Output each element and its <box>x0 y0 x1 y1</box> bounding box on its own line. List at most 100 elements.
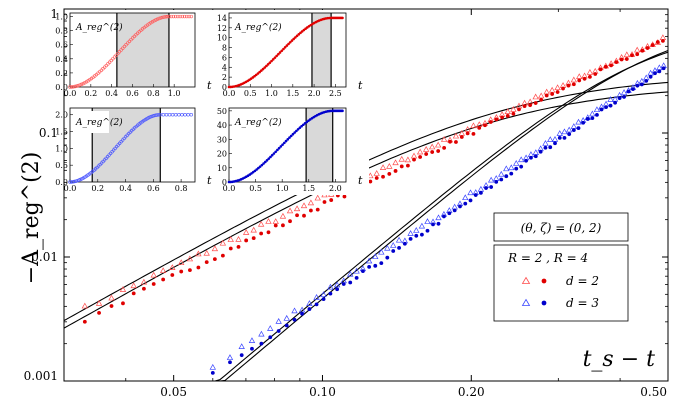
inset-data-point <box>159 16 163 20</box>
data-point-triangle <box>211 245 219 252</box>
data-point-circle <box>292 317 297 322</box>
data-point-circle <box>538 149 543 154</box>
data-point-triangle <box>327 283 334 290</box>
inset-x-tick-label: 0.5 <box>249 184 262 193</box>
inset-x-axis-label: t <box>358 174 363 187</box>
data-point-triangle <box>291 307 298 314</box>
data-point-circle <box>577 78 582 83</box>
data-point-triangle <box>313 293 320 300</box>
data-point-circle <box>412 157 416 162</box>
inset-x-tick-label: 1.5 <box>302 184 315 193</box>
data-point-circle <box>648 74 653 79</box>
data-point-circle <box>465 131 470 136</box>
inset-data-point <box>265 64 268 68</box>
data-point-circle <box>477 125 482 130</box>
inset-data-point <box>294 36 297 39</box>
inset-data-point <box>171 14 176 19</box>
inset-x-axis-label: t <box>358 79 363 92</box>
data-point-circle <box>661 38 665 43</box>
data-point-circle <box>300 311 304 316</box>
inset-y-tick-label: 0.8 <box>55 27 68 36</box>
data-point-triangle <box>248 337 256 343</box>
data-point-circle <box>650 43 655 47</box>
inset-y-tick-label: 20 <box>217 150 227 159</box>
inset-data-point <box>79 82 84 87</box>
data-point-circle <box>121 301 125 306</box>
inset-data-point <box>182 14 187 19</box>
legend-triangle-marker <box>521 276 531 284</box>
inset-data-point <box>275 54 278 58</box>
data-point-circle <box>635 52 640 57</box>
inset-data-point <box>255 168 258 171</box>
plot-frame <box>63 8 669 382</box>
inset-x-tick-label: 0.2 <box>91 184 104 193</box>
data-point-triangle <box>462 194 469 201</box>
inset-x-tick-label: 2.5 <box>329 89 342 98</box>
inset-data-point <box>81 81 85 86</box>
data-point-circle <box>550 92 555 96</box>
data-point-triangle <box>634 46 641 53</box>
data-point-triangle <box>547 136 554 143</box>
data-point-triangle <box>238 343 245 349</box>
data-point-circle <box>639 82 644 87</box>
inset-data-point <box>262 162 265 165</box>
inset-data-point <box>273 56 277 59</box>
inset-data-point <box>157 113 161 117</box>
inset-data-point <box>261 67 265 71</box>
data-point-triangle <box>570 76 578 83</box>
data-point-triangle <box>372 253 379 260</box>
data-point-circle <box>494 117 499 122</box>
inset-y-tick-label: 50 <box>217 107 227 116</box>
inset-data-point <box>169 14 173 19</box>
data-point-circle <box>281 223 285 228</box>
data-point-triangle <box>542 140 549 146</box>
data-point-circle <box>557 135 562 140</box>
data-point-circle <box>210 370 215 375</box>
data-point-triangle <box>464 126 471 132</box>
y-tick-label: 0.01 <box>31 250 58 264</box>
data-point-circle <box>553 141 557 146</box>
inset-data-point <box>277 52 280 56</box>
inset-data-point <box>280 49 284 53</box>
inset-data-point <box>263 160 267 164</box>
data-point-circle <box>590 116 595 121</box>
data-point-triangle <box>119 286 127 292</box>
data-point-triangle <box>570 123 578 129</box>
data-point-triangle <box>532 149 540 155</box>
data-point-triangle <box>384 244 391 251</box>
inset-data-point <box>295 34 299 38</box>
inset-x-tick-label: 0.0 <box>223 89 236 98</box>
data-point-triangle <box>373 170 380 176</box>
data-point-circle <box>463 201 468 206</box>
data-point-circle <box>447 211 452 216</box>
data-point-triangle <box>586 68 594 75</box>
inset-data-point <box>271 58 275 61</box>
inset-y-tick-label: 1.0 <box>55 13 68 22</box>
data-point-circle <box>414 233 419 238</box>
data-point-circle <box>276 329 281 333</box>
data-point-circle <box>307 307 312 311</box>
data-point-circle <box>212 257 217 262</box>
data-point-circle <box>533 101 538 105</box>
inset-y-tick-label: 4 <box>222 63 227 72</box>
inset-data-point <box>152 113 156 118</box>
inset-x-tick-label: 0.4 <box>105 89 118 98</box>
data-point-circle <box>509 171 514 176</box>
inset-data-point <box>165 14 170 19</box>
data-point-circle <box>655 40 660 44</box>
data-point-circle <box>635 83 640 88</box>
inset-data-point <box>285 44 289 47</box>
inset-panel: 0.0 0.5 1.0 1.5 2.0 0 10 20 30 40 50 t A_reg^(2) <box>217 105 369 195</box>
legend-circle-marker <box>541 300 547 306</box>
data-point-circle <box>653 71 657 76</box>
inset-y-tick-label: 2.0 <box>55 111 68 120</box>
data-point-triangle <box>186 255 194 262</box>
inset-x-tick-label: 1.5 <box>286 89 299 98</box>
inset-x-tick-label: 0.0 <box>223 184 236 193</box>
inset-data-point <box>149 114 153 119</box>
data-point-triangle <box>554 84 561 91</box>
data-point-circle <box>244 238 249 243</box>
data-point-triangle <box>257 220 265 227</box>
legend: (θ, ζ) = (0, 2) R = 2 , R = 4 d = 2 d = 3 <box>493 212 629 322</box>
data-point-circle <box>142 286 146 291</box>
